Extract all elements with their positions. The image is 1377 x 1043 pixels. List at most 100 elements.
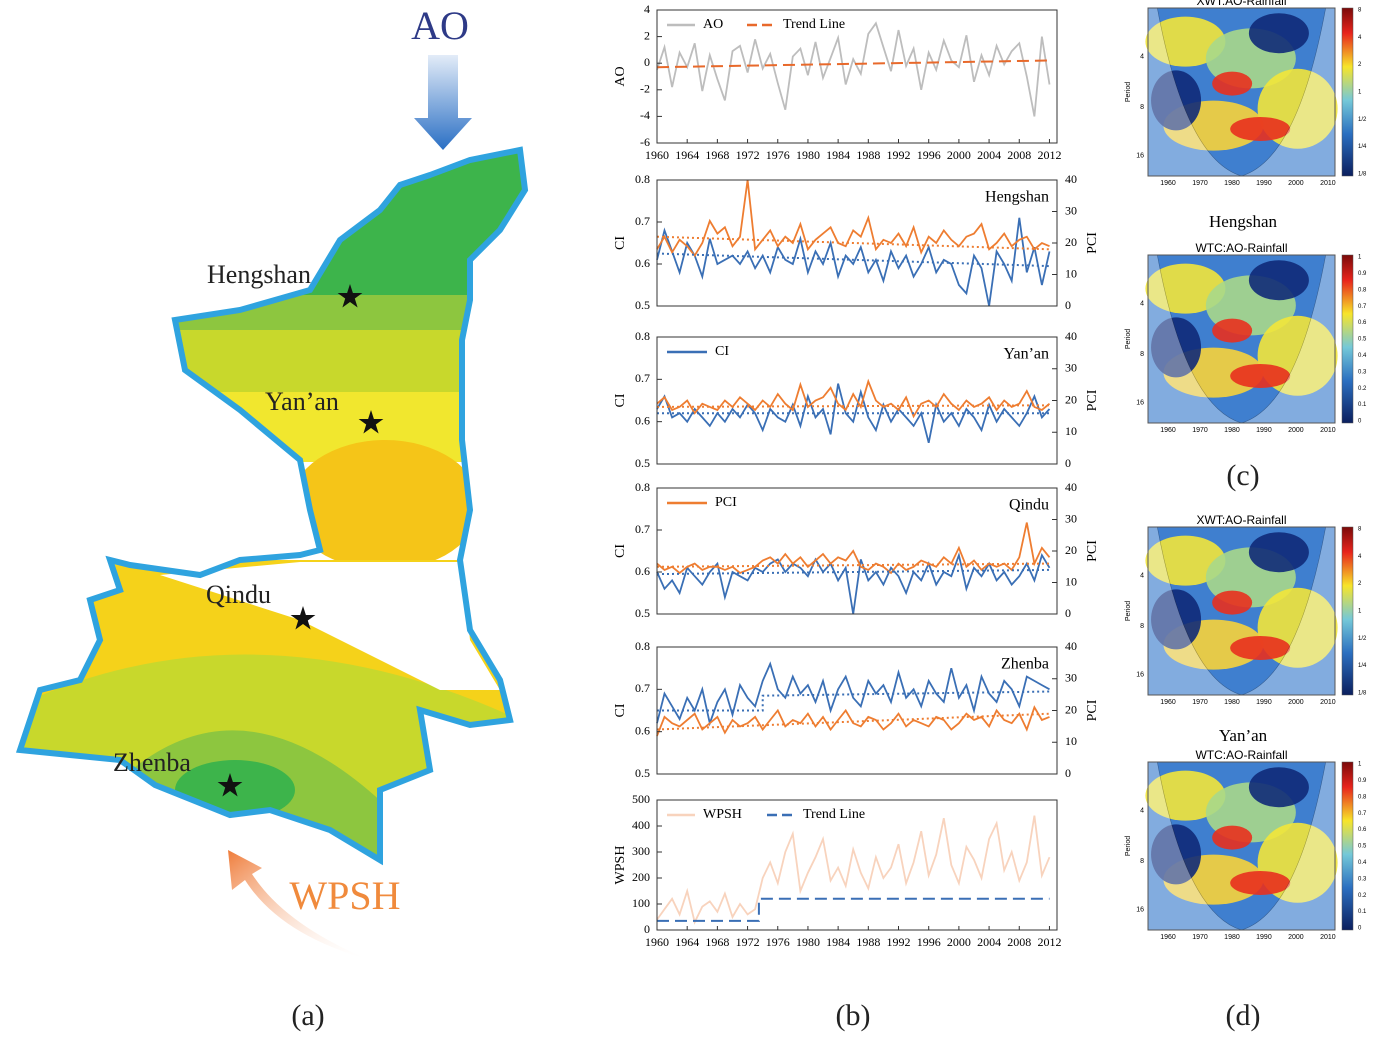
y-tick-label: 200 [632, 870, 650, 884]
station-label: Hengshan [1209, 212, 1277, 231]
colorbar-label: 1 [1358, 762, 1362, 768]
y-axis-label: CI [613, 236, 628, 250]
x-tick-label: 2008 [1007, 935, 1031, 949]
year-tick-label: 1970 [1192, 427, 1208, 434]
wavelet-panel: XWT:AO-Rainfall 4 8 16 Period 1960 1970 1980 199… [1125, 0, 1367, 187]
y-tick-label: 0.6 [635, 256, 650, 270]
y2-tick-label: 10 [1065, 734, 1077, 748]
colorbar-label: 0.6 [1358, 320, 1367, 326]
station-label: Zhenba [1001, 656, 1049, 673]
colorbar-label: 0.4 [1358, 353, 1367, 359]
x-tick-label: 1968 [705, 148, 729, 162]
year-tick-label: 2010 [1320, 934, 1336, 941]
wavelet-frame [1147, 761, 1336, 931]
period-tick-label: 4 [1140, 301, 1144, 308]
wavelet-blob [1212, 71, 1253, 96]
y-tick-label: 0.6 [635, 413, 650, 427]
y-tick-label: 0.8 [635, 639, 650, 653]
year-tick-label: 1970 [1192, 699, 1208, 706]
y-axis-label: AO [613, 66, 628, 86]
wavelet-blob [1212, 318, 1253, 343]
station-label: Qindu [206, 580, 271, 609]
colorbar [1341, 254, 1354, 424]
y-tick-label: 0.7 [635, 681, 650, 695]
x-tick-label: 1976 [766, 148, 790, 162]
wpsh-arrow [228, 850, 370, 960]
y-axis-label: CI [613, 544, 628, 558]
colorbar-label: 8 [1358, 8, 1362, 14]
year-tick-label: 2000 [1288, 180, 1304, 187]
y-tick-label: 0.8 [635, 329, 650, 343]
y-tick-label: 2 [644, 28, 650, 42]
station-label: Qindu [1009, 497, 1049, 514]
x-tick-label: 1984 [826, 935, 850, 949]
wavelet-blob [1248, 767, 1309, 808]
x-tick-label: 1964 [675, 148, 699, 162]
year-tick-label: 2010 [1320, 699, 1336, 706]
y2-tick-label: 0 [1065, 766, 1071, 780]
x-tick-label: 2004 [977, 148, 1001, 162]
period-tick-label: 16 [1136, 672, 1144, 679]
period-tick-label: 4 [1140, 54, 1144, 61]
wavelet-blob [1248, 260, 1309, 301]
wavelet-frame [1147, 254, 1336, 424]
y-tick-label: 0.5 [635, 766, 650, 780]
trend-line [656, 562, 1050, 568]
year-tick-label: 1980 [1224, 699, 1240, 706]
station-star [290, 606, 316, 630]
colorbar-label: 2 [1358, 62, 1362, 68]
year-tick-label: 1990 [1256, 427, 1272, 434]
trend-line [656, 59, 1050, 69]
wavelet-blob [1145, 16, 1226, 67]
y-tick-label: -6 [640, 135, 650, 149]
station-label: Yan’an [265, 387, 339, 416]
legend-label: CI [715, 344, 729, 359]
panel-label: (d) [1226, 999, 1261, 1032]
wavelet-frame [1147, 7, 1336, 177]
y-tick-label: 0.6 [635, 564, 650, 578]
y2-axis-label: PCI [1085, 389, 1100, 411]
wavelet-title: WTC:AO-Rainfall [1195, 241, 1287, 255]
wavelet-panel: XWT:AO-Rainfall 4 8 16 Period 1960 1970 1980 199… [1125, 513, 1367, 706]
colorbar-label: 0 [1358, 926, 1362, 932]
year-tick-label: 1960 [1160, 180, 1176, 187]
data-line [656, 383, 1051, 444]
wavelet-blob [1248, 13, 1309, 54]
wavelet-title: XWT:AO-Rainfall [1196, 0, 1286, 8]
forcing-label: AO [411, 3, 469, 48]
y2-tick-label: 40 [1065, 329, 1077, 343]
wavelet-blob [1151, 824, 1202, 885]
data-line [656, 661, 1050, 727]
year-tick-label: 2000 [1288, 934, 1304, 941]
plot-frame [656, 799, 1058, 931]
y2-tick-label: 30 [1065, 361, 1077, 375]
period-axis-label: Period [1125, 329, 1132, 349]
panel-label: (c) [1226, 459, 1259, 492]
data-line [656, 217, 1051, 307]
station-star [337, 284, 363, 308]
trend-line [656, 712, 1050, 731]
x-tick-label: 1988 [856, 148, 880, 162]
y-axis-label: WPSH [613, 846, 628, 885]
x-tick-label: 1992 [887, 935, 911, 949]
y-tick-label: 0.6 [635, 723, 650, 737]
period-tick-label: 8 [1140, 351, 1144, 358]
colorbar-label: 0.1 [1358, 402, 1367, 408]
year-tick-label: 1960 [1160, 427, 1176, 434]
y-tick-label: 300 [632, 844, 650, 858]
period-tick-label: 8 [1140, 623, 1144, 630]
panel-label: (b) [836, 999, 871, 1032]
colorbar-label: 1/4 [1358, 663, 1367, 669]
legend-label: PCI [715, 495, 737, 510]
wavelet-blob [1248, 532, 1309, 573]
x-tick-label: 1992 [887, 148, 911, 162]
y2-tick-label: 20 [1065, 702, 1077, 716]
legend-label: Trend Line [803, 807, 865, 822]
colorbar-label: 0.5 [1358, 844, 1367, 850]
period-tick-label: 16 [1136, 153, 1144, 160]
colorbar-label: 0.9 [1358, 271, 1367, 277]
x-tick-label: 2000 [947, 935, 971, 949]
period-tick-label: 16 [1136, 400, 1144, 407]
colorbar-label: 0.9 [1358, 778, 1367, 784]
colorbar-label: 1/2 [1358, 117, 1367, 123]
